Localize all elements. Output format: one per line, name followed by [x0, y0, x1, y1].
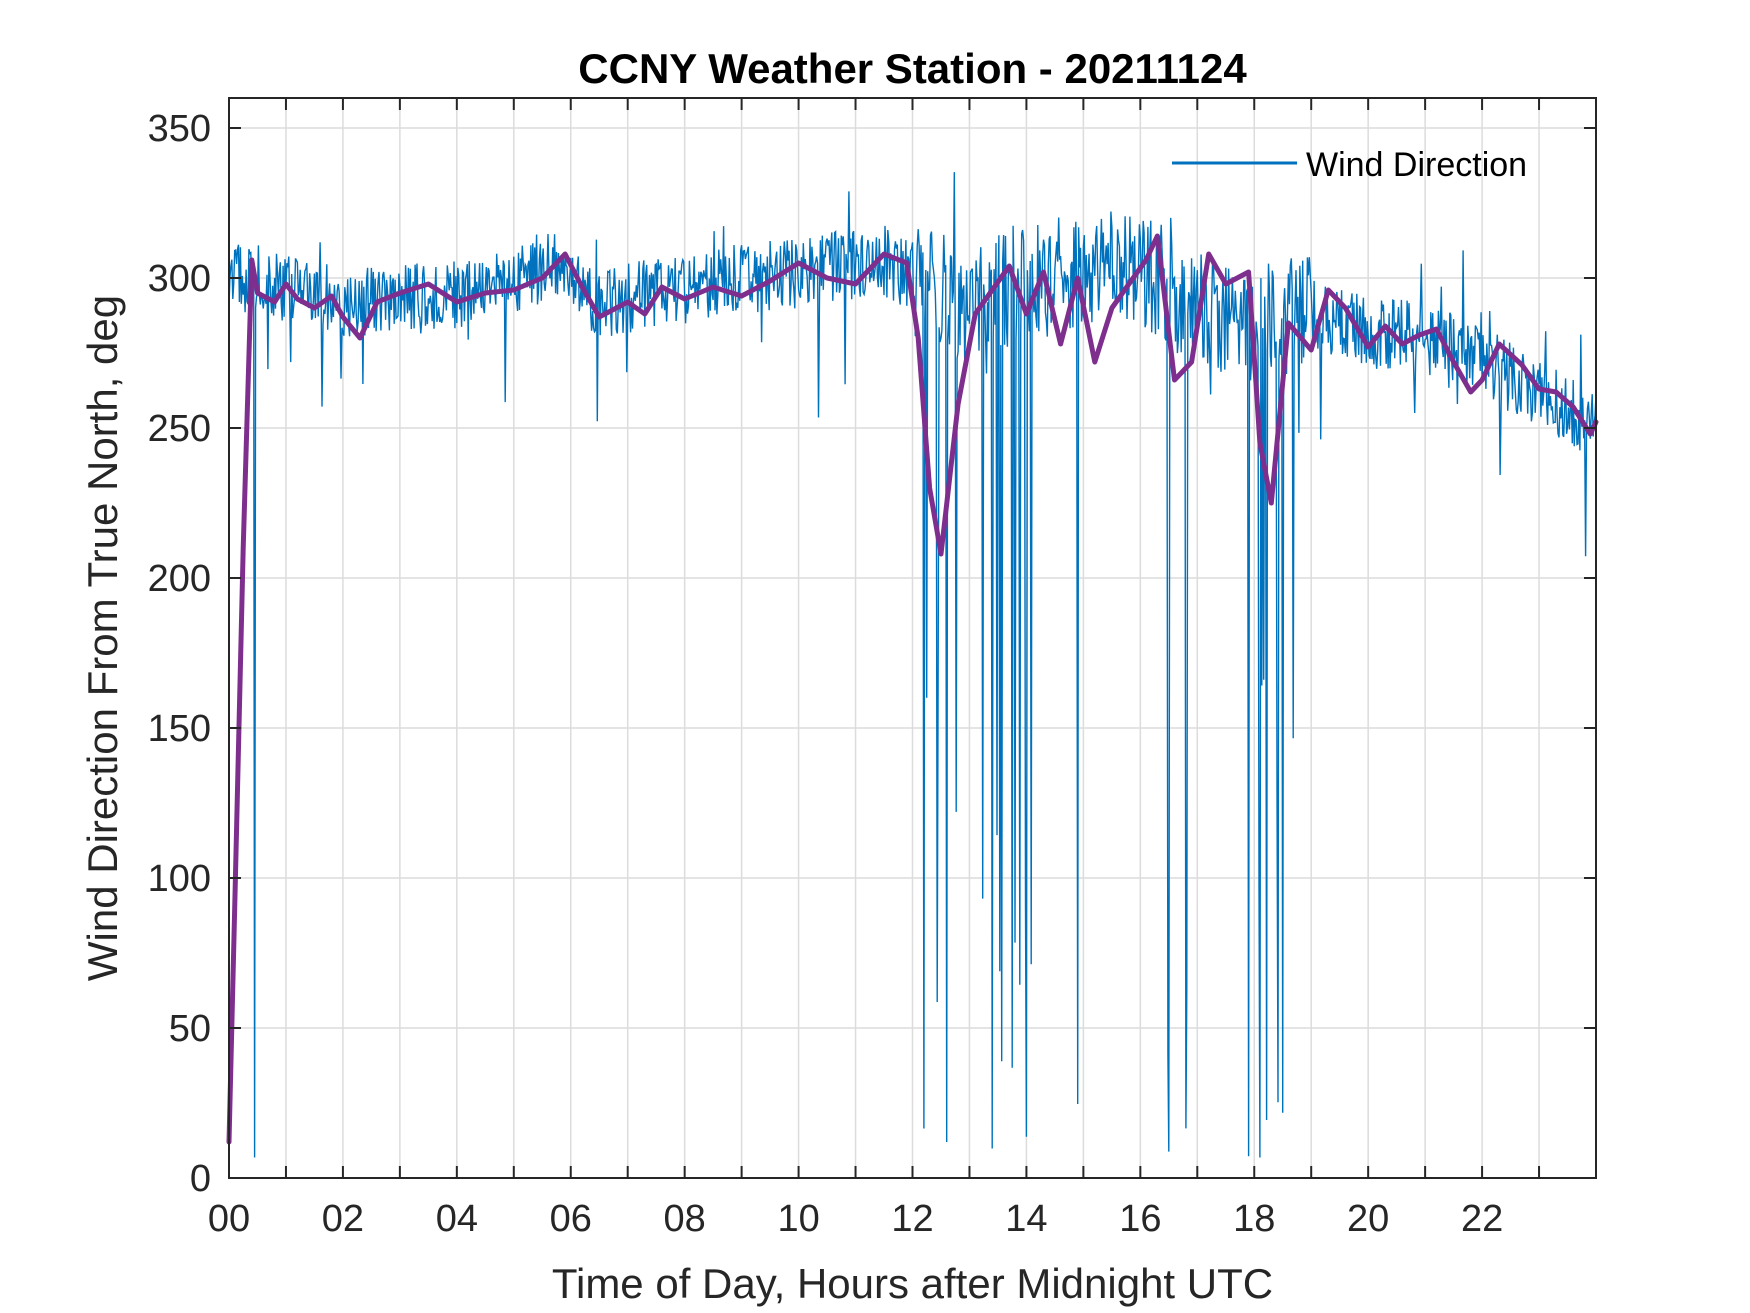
tick-labels: 00 02 04 06 08 10 12 14 16 18 20 22 0 50 100 150 200 250 3…: [148, 108, 1504, 1240]
x-tick-label: 18: [1233, 1198, 1275, 1240]
y-tick-label: 250: [148, 408, 211, 450]
legend-label-wind-direction: Wind Direction: [1306, 146, 1527, 184]
x-tick-label: 04: [436, 1198, 478, 1240]
x-tick-label: 00: [208, 1198, 250, 1240]
x-tick-label: 16: [1119, 1198, 1161, 1240]
x-axis-label: Time of Day, Hours after Midnight UTC: [552, 1260, 1273, 1307]
ticks: [228, 98, 1596, 1179]
x-tick-label: 06: [550, 1198, 592, 1240]
y-tick-label: 0: [190, 1158, 211, 1200]
y-axis-label: Wind Direction From True North, deg: [79, 295, 126, 981]
y-tick-label: 150: [148, 708, 211, 750]
x-tick-label: 14: [1005, 1198, 1047, 1240]
x-tick-label: 10: [777, 1198, 819, 1240]
series-line-smoothed-wind-direction: [226, 233, 1599, 1145]
x-tick-label: 20: [1347, 1198, 1389, 1240]
y-tick-label: 350: [148, 108, 211, 150]
series-layer: [226, 172, 1599, 1158]
x-tick-label: 22: [1461, 1198, 1503, 1240]
y-tick-label: 200: [148, 558, 211, 600]
y-tick-label: 50: [169, 1008, 211, 1050]
x-tick-label: 02: [322, 1198, 364, 1240]
y-tick-label: 100: [148, 858, 211, 900]
y-tick-label: 300: [148, 258, 211, 300]
chart-title: CCNY Weather Station - 20211124: [578, 45, 1247, 92]
x-tick-label: 12: [891, 1198, 933, 1240]
x-tick-label: 08: [664, 1198, 706, 1240]
series-line-wind-direction: [228, 172, 1597, 1158]
legend: Wind Direction: [1172, 146, 1527, 184]
